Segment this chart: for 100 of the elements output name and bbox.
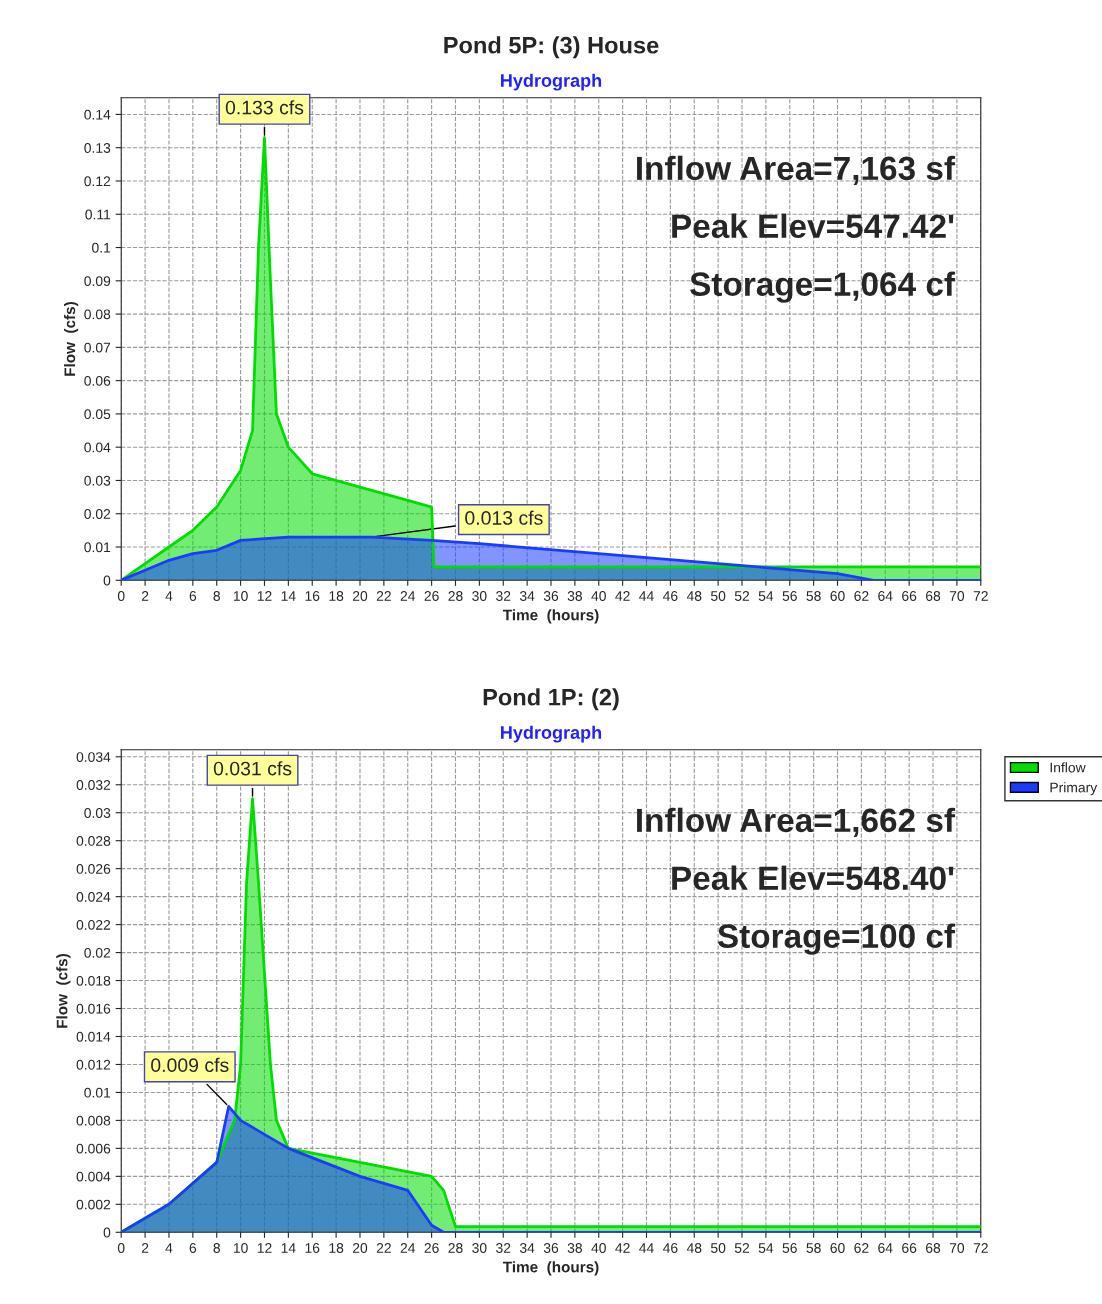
x-tick-label: 8 <box>213 1243 220 1253</box>
y-tick-label: 0.01 <box>84 1087 111 1098</box>
x-tick-label: 58 <box>806 591 821 601</box>
x-tick-label: 34 <box>519 591 535 601</box>
x-tick-label: 16 <box>305 591 320 601</box>
x-tick-label: 8 <box>213 591 220 601</box>
x-tick-label: 20 <box>352 1243 368 1253</box>
annotation: Peak Elev=548.40' <box>672 865 954 891</box>
x-tick-label: 66 <box>902 1243 917 1253</box>
y-tick-label: 0.01 <box>84 542 111 553</box>
x-tick-label: 48 <box>686 591 702 601</box>
annotation: Inflow Area=1,662 sf <box>637 807 956 838</box>
y-axis-title: Flow (cfs) <box>56 954 71 1028</box>
x-tick-label: 46 <box>662 1243 678 1253</box>
x-tick-label: 2 <box>141 591 149 601</box>
y-tick-label: 0.008 <box>76 1115 111 1126</box>
x-tick-label: 24 <box>400 591 416 601</box>
y-tick-label: 0.02 <box>84 947 111 958</box>
y-tick-label: 0.11 <box>85 209 111 220</box>
x-tick-label: 44 <box>639 591 654 601</box>
chart-title: Pond 1P: (2) <box>483 688 619 711</box>
y-axis-title: Flow (cfs) <box>63 302 79 376</box>
x-tick-label: 16 <box>305 1243 320 1253</box>
y-tick-label: 0.022 <box>76 919 111 930</box>
x-tick-label: 66 <box>902 591 917 601</box>
y-tick-label: 0.004 <box>76 1171 111 1182</box>
y-tick-label: 0.07 <box>84 342 111 353</box>
x-tick-label: 62 <box>854 1243 869 1253</box>
y-tick-label: 0.06 <box>84 375 111 386</box>
x-tick-label: 2 <box>141 1243 149 1253</box>
annotation: Inflow Area=7,163 sf <box>637 155 956 186</box>
chart-title: Pond 5P: (3) House <box>444 36 659 59</box>
x-tick-label: 18 <box>329 591 344 601</box>
y-tick-label: 0 <box>103 575 111 586</box>
y-tick-label: 0.08 <box>84 309 111 320</box>
y-tick-label: 0.03 <box>84 475 111 486</box>
annotation: Storage=1,064 cf <box>690 271 956 303</box>
y-tick-label: 0.034 <box>76 752 111 762</box>
x-tick-label: 64 <box>878 1243 893 1253</box>
x-tick-label: 14 <box>281 1243 296 1253</box>
x-tick-label: 50 <box>710 1243 726 1253</box>
x-tick-label: 28 <box>448 1243 463 1253</box>
annotation: 0.013 cfs <box>465 510 543 525</box>
annotation: 0.133 cfs <box>225 100 304 115</box>
x-tick-label: 58 <box>806 1243 821 1253</box>
y-tick-label: 0.02 <box>84 509 111 519</box>
x-tick-label: 56 <box>782 1243 797 1253</box>
x-tick-label: 48 <box>686 1243 702 1253</box>
x-tick-label: 70 <box>949 591 965 601</box>
x-tick-label: 68 <box>926 1243 941 1253</box>
x-tick-label: 52 <box>734 591 750 601</box>
x-tick-label: 26 <box>424 591 439 601</box>
x-tick-label: 60 <box>830 1243 845 1253</box>
y-tick-label: 0.13 <box>84 143 111 153</box>
x-tick-label: 12 <box>257 1243 272 1253</box>
x-tick-label: 26 <box>424 1243 439 1253</box>
y-tick-label: 0.024 <box>76 891 111 902</box>
x-tick-label: 36 <box>543 591 559 601</box>
y-tick-label: 0.04 <box>84 442 111 453</box>
x-tick-label: 4 <box>165 1243 173 1253</box>
x-tick-label: 36 <box>543 1243 559 1253</box>
x-tick-label: 32 <box>496 591 511 601</box>
x-tick-label: 70 <box>949 1243 965 1253</box>
annotation: 0.031 cfs <box>213 761 292 776</box>
x-axis-title: Time (hours) <box>502 1261 599 1276</box>
chart-subtitle: Hydrograph <box>501 725 602 743</box>
x-tick-label: 44 <box>639 1243 654 1253</box>
x-tick-label: 40 <box>591 1243 606 1253</box>
x-tick-label: 40 <box>591 591 606 601</box>
x-tick-label: 52 <box>734 1243 750 1253</box>
y-tick-label: 0.014 <box>76 1031 111 1042</box>
x-tick-label: 32 <box>496 1243 511 1253</box>
x-tick-label: 20 <box>352 591 368 601</box>
x-tick-label: 0 <box>117 591 125 601</box>
y-tick-label: 0.05 <box>84 409 111 420</box>
y-tick-label: 0.026 <box>76 864 111 874</box>
y-tick-label: 0.032 <box>76 780 111 790</box>
x-tick-label: 30 <box>472 1243 487 1253</box>
x-tick-label: 50 <box>710 591 726 601</box>
x-tick-label: 42 <box>615 1243 630 1253</box>
y-tick-label: 0.018 <box>76 975 111 986</box>
x-tick-label: 46 <box>662 591 678 601</box>
x-tick-label: 22 <box>376 1243 391 1253</box>
x-tick-label: 14 <box>281 591 296 601</box>
x-tick-label: 68 <box>926 591 941 601</box>
annotation: 0.009 cfs <box>151 1057 229 1073</box>
chart-subtitle: Hydrograph <box>501 73 602 91</box>
legend-label: Primary <box>1050 782 1098 796</box>
y-tick-label: 0.002 <box>76 1199 111 1210</box>
y-tick-label: 0.03 <box>84 808 111 818</box>
y-tick-label: 0 <box>103 1227 111 1238</box>
x-tick-label: 72 <box>973 1243 988 1253</box>
y-tick-label: 0.028 <box>76 836 111 846</box>
annotation: Storage=100 cf <box>717 923 956 955</box>
x-tick-label: 54 <box>758 1243 774 1253</box>
x-tick-label: 10 <box>233 591 248 601</box>
x-tick-label: 56 <box>782 591 797 601</box>
x-tick-label: 4 <box>165 591 173 601</box>
y-tick-label: 0.016 <box>76 1003 111 1014</box>
x-tick-label: 0 <box>117 1243 125 1253</box>
